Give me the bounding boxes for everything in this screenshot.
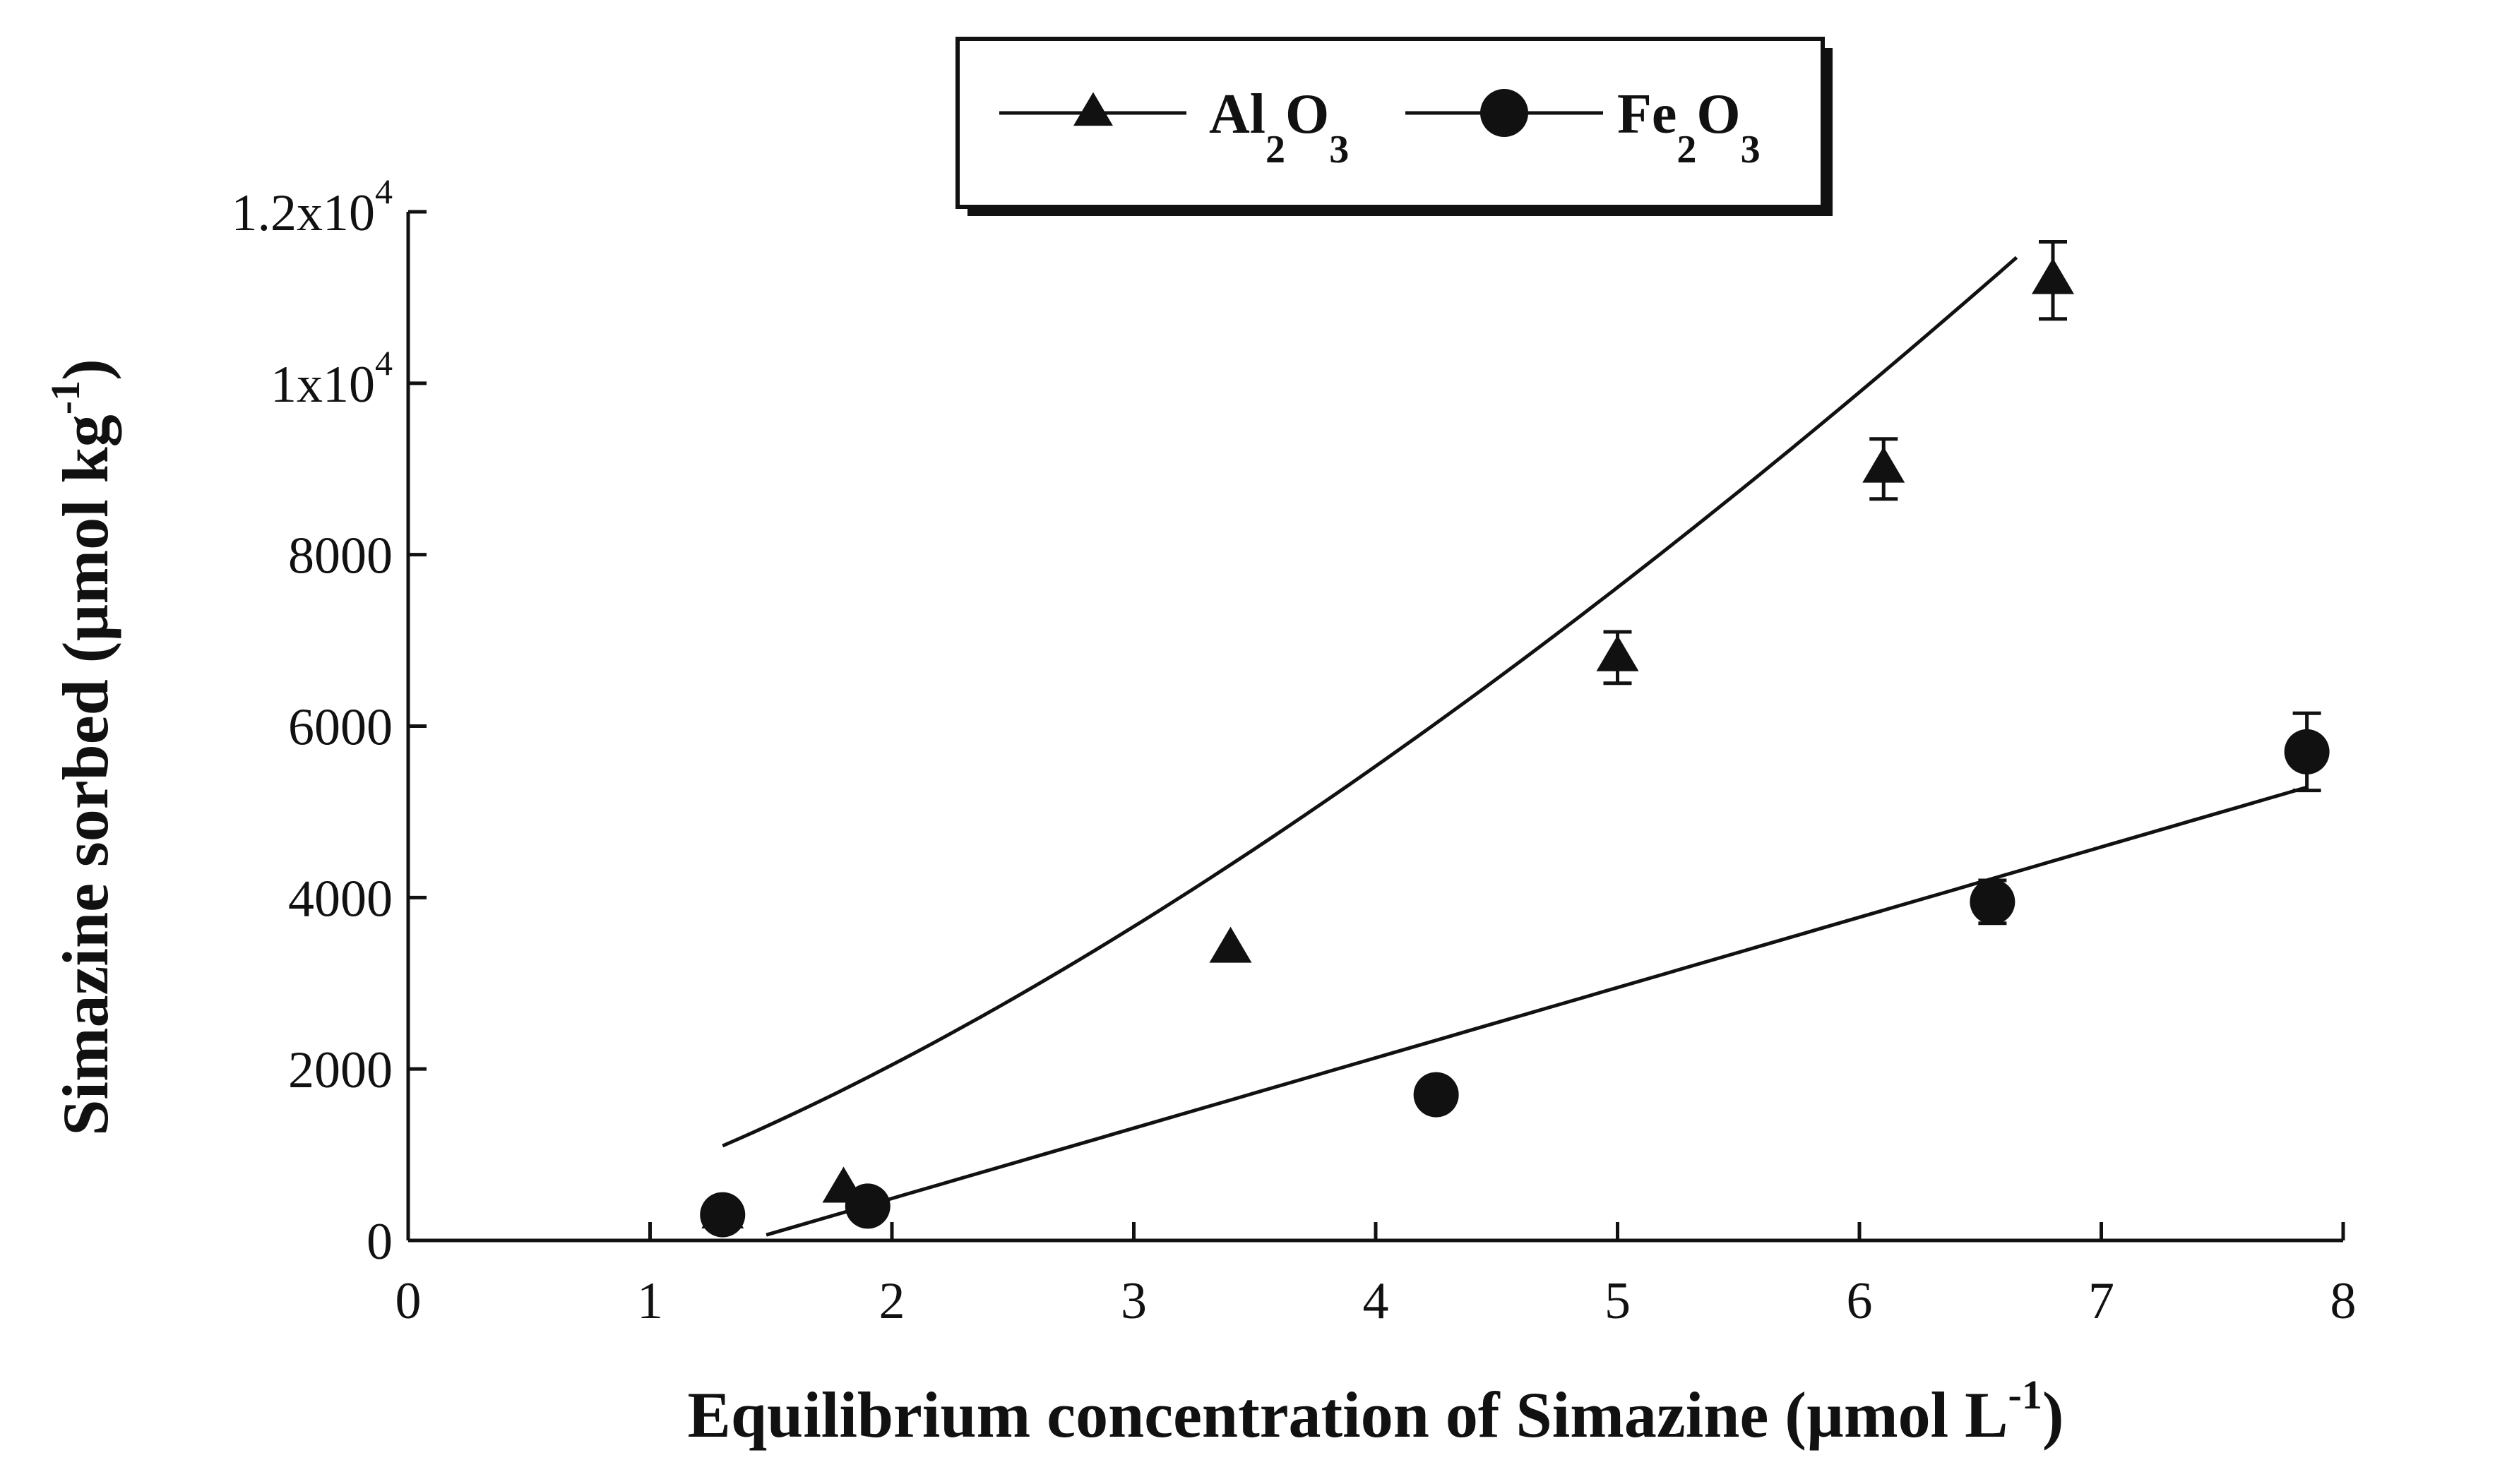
y-tick-label: 4000 — [288, 870, 393, 928]
triangle-marker — [1862, 446, 1905, 483]
y-tick-label: 1.2x104 — [232, 172, 393, 242]
x-tick-label: 3 — [1121, 1272, 1147, 1330]
y-tick-label: 2000 — [288, 1041, 393, 1099]
triangle-marker — [1073, 92, 1113, 126]
circle-marker — [1970, 879, 2015, 925]
fit-line-triangle-series — [722, 256, 2018, 1148]
legend-label-subscript: 3 — [1329, 128, 1349, 172]
y-tick-label-exponent: 4 — [375, 343, 393, 383]
y-tick-label: 8000 — [288, 527, 393, 585]
x-tick-label: 7 — [2088, 1272, 2114, 1330]
x-tick-label: 4 — [1363, 1272, 1389, 1330]
x-tick-label: 1 — [637, 1272, 663, 1330]
legend-label-subscript: 2 — [1677, 128, 1696, 172]
triangle-marker — [1209, 926, 1252, 963]
x-axis-label: Equilibrium concentration of Simazine (µ… — [688, 1372, 2064, 1451]
x-tick-label: 5 — [1604, 1272, 1631, 1330]
circle-marker — [2284, 729, 2330, 774]
data-points — [700, 239, 2330, 1238]
triangle-marker — [2032, 258, 2074, 294]
x-tick-label: 6 — [1847, 1272, 1873, 1330]
legend-label: Al2O3 — [1209, 83, 1349, 172]
x-tick-label: 0 — [395, 1272, 422, 1330]
legend-label-subscript: 3 — [1741, 128, 1761, 172]
circle-marker — [845, 1183, 891, 1229]
y-tick-label: 1x104 — [270, 343, 393, 414]
legend-label-subscript: 2 — [1266, 128, 1285, 172]
circle-marker — [1480, 89, 1528, 137]
y-axis-label-superscript: -1 — [42, 381, 88, 414]
fit-line-circle-series — [766, 785, 2308, 1237]
y-tick-label-exponent: 4 — [375, 172, 393, 211]
fit-curves — [722, 256, 2308, 1237]
circle-marker — [1413, 1072, 1459, 1118]
axis-labels: Equilibrium concentration of Simazine (µ… — [42, 359, 2064, 1451]
legend-label: Fe2O3 — [1617, 83, 1761, 172]
y-tick-label: 0 — [367, 1213, 393, 1271]
y-tick-label: 6000 — [288, 699, 393, 757]
x-axis-label-superscript: -1 — [2008, 1372, 2042, 1418]
legend-item-circle-series: Fe2O3 — [1405, 83, 1761, 172]
circle-marker — [700, 1192, 746, 1238]
triangle-marker — [1596, 635, 1639, 671]
y-axis-label: Simazine sorbed (µmol kg-1) — [42, 359, 121, 1136]
x-tick-label: 2 — [879, 1272, 905, 1330]
legend: Al2O3 Fe2O3 — [955, 37, 1833, 216]
x-tick-label: 8 — [2330, 1272, 2357, 1330]
chart-axes: 0 1 2 3 4 5 6 7 8 0 2000 4000 6000 8000 1x104 1.2x104 — [232, 172, 2357, 1330]
legend-item-triangle-series: Al2O3 — [999, 83, 1349, 172]
